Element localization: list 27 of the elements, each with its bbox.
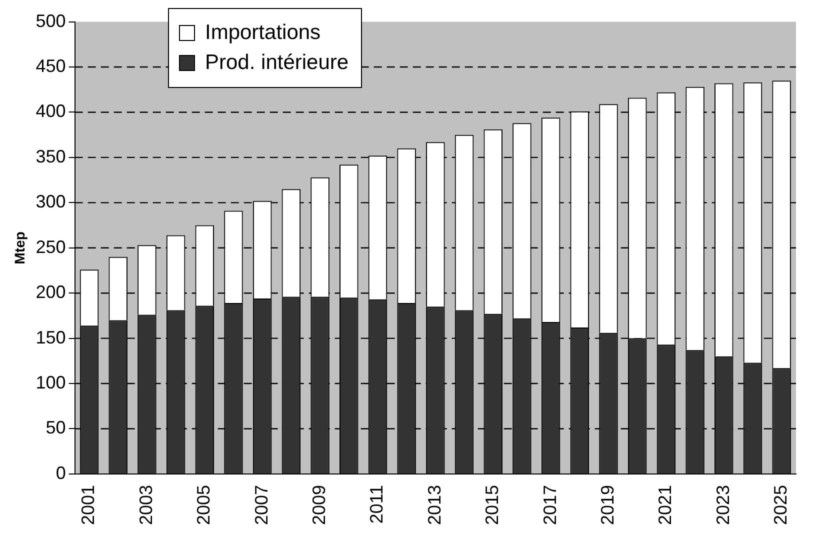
legend-label: Prod. intérieure xyxy=(205,51,349,75)
x-tick-label: 2009 xyxy=(309,484,329,526)
y-tick-label: 400 xyxy=(36,101,66,122)
y-tick-label: 250 xyxy=(36,236,66,257)
x-tick-label: 2005 xyxy=(194,484,214,526)
y-tick-label: 100 xyxy=(36,372,66,392)
y-tick-label: 500 xyxy=(36,10,66,31)
x-tick-label: 2017 xyxy=(540,484,560,526)
y-tick-label: 200 xyxy=(36,282,66,302)
x-tick-label: 2013 xyxy=(424,484,444,526)
y-tick-label: 450 xyxy=(36,56,66,76)
x-tick-label: 2003 xyxy=(136,484,156,526)
y-tick-label: 50 xyxy=(46,418,66,438)
x-tick-label: 2011 xyxy=(366,484,387,524)
x-tick-label: 2021 xyxy=(655,484,676,526)
y-axis-title: Mtep xyxy=(11,232,28,264)
y-tick-label: 300 xyxy=(36,192,66,212)
x-tick-label: 2015 xyxy=(482,484,502,526)
y-tick-label: 150 xyxy=(36,327,66,348)
y-tick-label: 0 xyxy=(56,462,66,483)
x-tick-label: 2001 xyxy=(78,484,98,526)
legend-label: Importations xyxy=(205,21,321,45)
x-tick-label: 2025 xyxy=(770,484,791,526)
x-tick-label: 2023 xyxy=(712,484,733,526)
x-tick-label: 2007 xyxy=(251,484,272,526)
x-tick-label: 2019 xyxy=(597,484,618,526)
y-tick-label: 350 xyxy=(36,146,66,166)
